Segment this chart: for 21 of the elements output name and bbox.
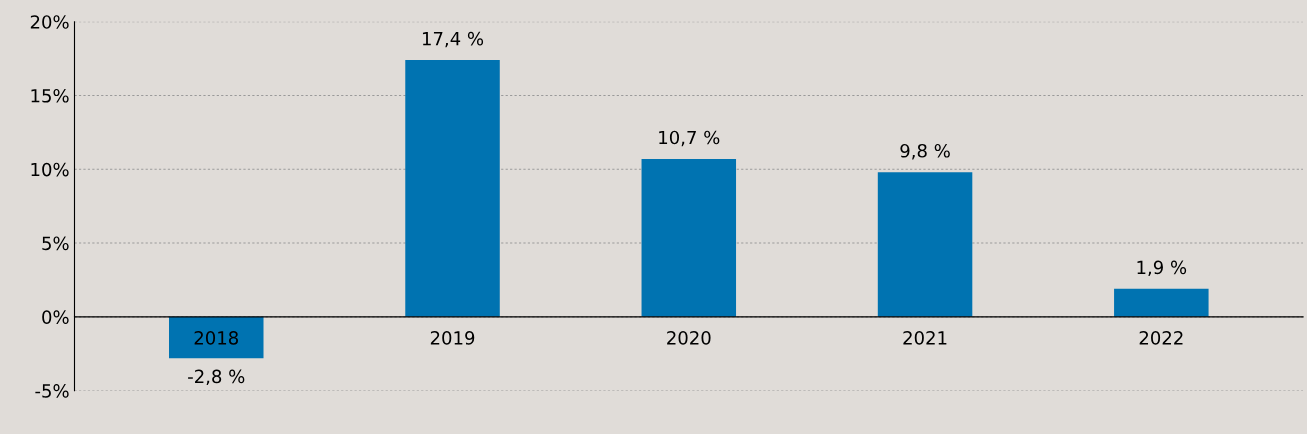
y-tick-label: -5%	[35, 384, 69, 398]
y-tick-label: 15%	[31, 88, 69, 103]
bar	[641, 158, 737, 317]
y-tick-label: 0%	[42, 310, 69, 324]
x-tick-label: 2018	[194, 331, 238, 345]
x-tick-label: 2022	[1139, 331, 1183, 345]
data-label: 10,7 %	[659, 130, 720, 147]
data-label: -2,8 %	[188, 369, 245, 386]
bar	[1114, 288, 1209, 317]
x-tick-label: 2020	[667, 331, 711, 345]
x-tick-label: 2021	[903, 331, 947, 345]
bar	[877, 172, 973, 317]
y-tick-label: 20%	[30, 15, 69, 29]
y-tick-label: 5%	[42, 236, 69, 251]
bar	[405, 60, 500, 317]
data-label: 9,8 %	[900, 143, 950, 160]
x-tick-label: 2019	[430, 331, 475, 345]
y-tick-label: 10%	[31, 162, 69, 177]
data-label: 17,4 %	[422, 31, 484, 48]
data-label: 1,9 %	[1137, 260, 1187, 277]
bar	[169, 316, 264, 359]
